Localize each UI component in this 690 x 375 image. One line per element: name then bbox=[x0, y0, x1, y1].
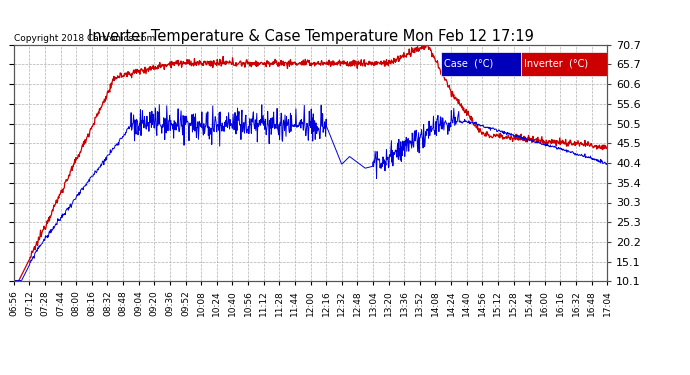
FancyBboxPatch shape bbox=[521, 52, 607, 76]
Text: Inverter  (°C): Inverter (°C) bbox=[524, 59, 589, 69]
Title: Inverter Temperature & Case Temperature Mon Feb 12 17:19: Inverter Temperature & Case Temperature … bbox=[88, 29, 533, 44]
FancyBboxPatch shape bbox=[441, 52, 521, 76]
Text: Case  (°C): Case (°C) bbox=[444, 59, 493, 69]
Text: Copyright 2018 Cartronics.com: Copyright 2018 Cartronics.com bbox=[14, 34, 156, 43]
